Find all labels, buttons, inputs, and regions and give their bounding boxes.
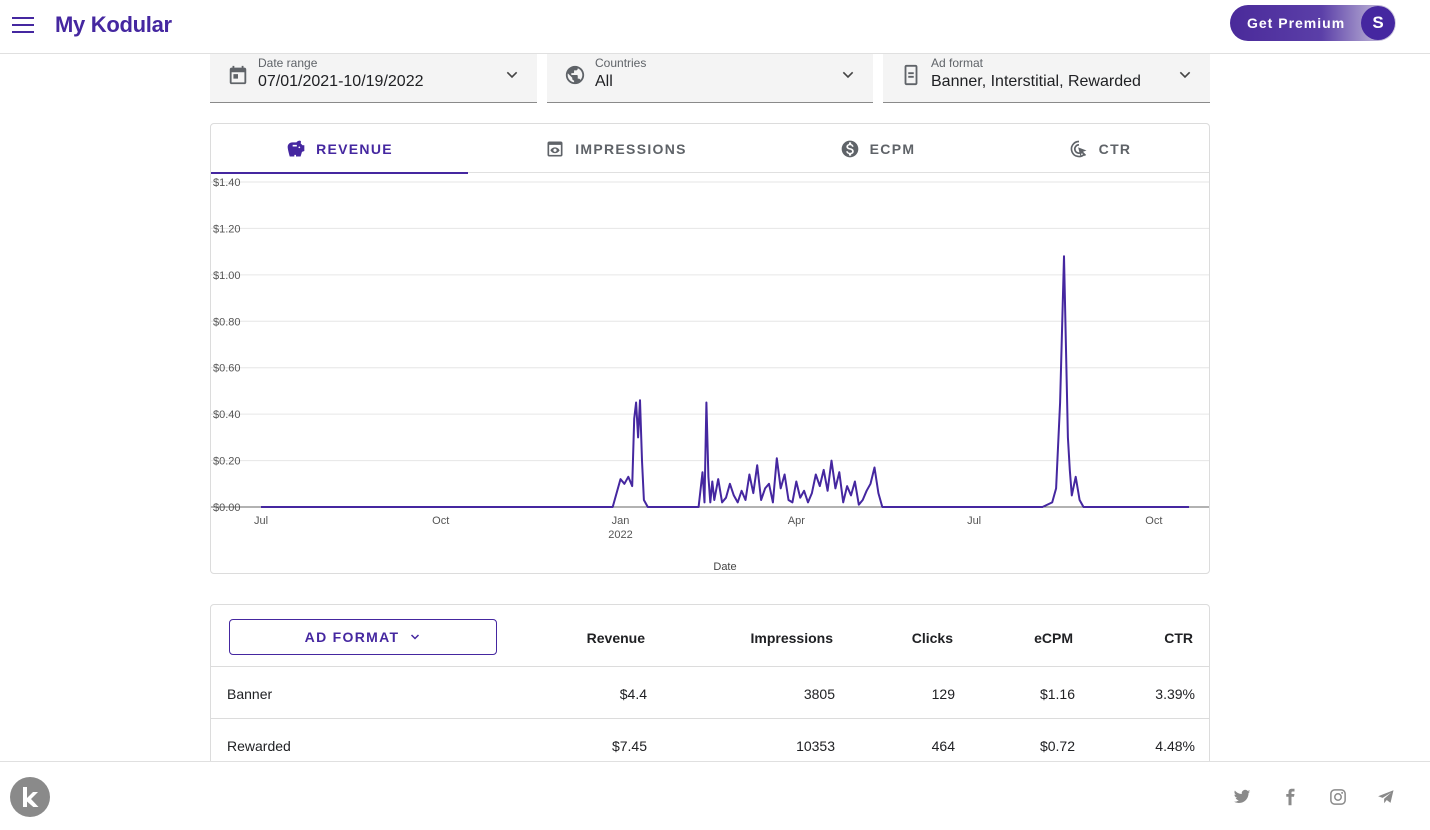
x-tick-label: Oct [1145, 515, 1162, 527]
column-header-impressions[interactable]: Impressions [750, 630, 833, 646]
column-header-revenue[interactable]: Revenue [586, 630, 645, 646]
ad-format-select[interactable]: Ad format Banner, Interstitial, Rewarded [883, 54, 1210, 103]
ad-format-grouping-button[interactable]: AD FORMAT [229, 619, 497, 655]
kodular-k-icon [23, 787, 39, 807]
tab-ctr-label: CTR [1098, 140, 1132, 157]
column-header-ecpm[interactable]: eCPM [1034, 630, 1073, 646]
y-tick-label: $1.20 [213, 223, 241, 235]
row-revenue: $7.45 [611, 738, 647, 754]
tab-revenue-label: REVENUE [316, 140, 393, 157]
row-impressions: 10353 [796, 738, 835, 754]
top-app-bar: My Kodular Get Premium S [0, 0, 1430, 54]
ad-format-icon [904, 64, 918, 86]
cursor-click-icon [1070, 140, 1087, 157]
tab-impressions-label: IMPRESSIONS [575, 140, 687, 157]
telegram-icon[interactable] [1377, 788, 1395, 806]
ad-format-table: AD FORMAT Revenue Impressions Clicks eCP… [210, 604, 1210, 774]
x-tick-label: Jan [612, 515, 630, 527]
active-tab-indicator [211, 172, 468, 174]
countries-label: Countries [595, 56, 647, 70]
column-header-clicks[interactable]: Clicks [911, 630, 953, 646]
footer [0, 761, 1430, 830]
chevron-down-icon [506, 71, 518, 79]
metric-tabs: REVENUE IMPRESSIONS ECPM CTR [211, 124, 1209, 174]
x-tick-label: Jul [967, 515, 981, 527]
calendar-icon [229, 65, 247, 85]
chevron-down-icon [842, 71, 854, 79]
revenue-line-chart: $0.00 $0.20 $0.40 $0.60 $0.80 $1.00 $1.20 $1.40… [211, 177, 1209, 573]
y-tick-label: $0.40 [213, 409, 241, 421]
x-tick-label: Apr [788, 515, 805, 527]
menu-icon[interactable] [10, 12, 36, 38]
row-ctr: 3.39% [1155, 686, 1195, 702]
tab-ctr[interactable]: CTR [991, 124, 1209, 173]
row-clicks: 464 [931, 738, 955, 754]
y-tick-label: $0.00 [213, 502, 241, 514]
row-revenue: $4.4 [619, 686, 647, 702]
row-impressions: 3805 [803, 686, 835, 702]
y-tick-label: $0.20 [213, 456, 241, 468]
y-tick-label: $1.00 [213, 270, 241, 282]
table-row: Banner $4.4 3805 129 $1.16 3.39% [211, 667, 1209, 719]
tab-ecpm-label: ECPM [869, 140, 916, 157]
revenue-series-line [261, 255, 1189, 508]
y-tick-label: $1.40 [213, 177, 241, 189]
date-range-select[interactable]: Date range 07/01/2021-10/19/2022 [210, 54, 537, 103]
ad-format-button-label: AD FORMAT [304, 629, 400, 645]
date-range-label: Date range [258, 56, 318, 70]
app-title[interactable]: My Kodular [55, 12, 172, 37]
eye-icon [547, 141, 563, 156]
row-ad-format: Banner [227, 686, 273, 702]
x-tick-year-label: 2022 [608, 529, 632, 541]
tab-revenue[interactable]: REVENUE [211, 124, 468, 174]
row-ctr: 4.48% [1155, 738, 1195, 754]
avatar[interactable]: S [1361, 6, 1395, 40]
header-divider [211, 666, 1209, 667]
get-premium-button[interactable]: Get Premium S [1230, 5, 1396, 41]
date-range-value: 07/01/2021-10/19/2022 [258, 73, 424, 90]
row-clicks: 129 [931, 686, 955, 702]
row-ad-format: Rewarded [227, 738, 291, 754]
instagram-icon[interactable] [1329, 788, 1347, 806]
tab-ecpm[interactable]: ECPM [764, 124, 991, 173]
globe-icon [565, 65, 585, 85]
x-axis-label: Date [713, 561, 736, 573]
kodular-logo[interactable] [10, 777, 50, 817]
ad-format-label: Ad format [931, 56, 984, 70]
column-header-ctr[interactable]: CTR [1164, 630, 1193, 646]
ad-format-value: Banner, Interstitial, Rewarded [931, 73, 1141, 90]
twitter-icon[interactable] [1233, 788, 1251, 806]
row-ecpm: $1.16 [1039, 686, 1075, 702]
facebook-icon[interactable] [1281, 788, 1299, 806]
chevron-down-icon [1179, 71, 1191, 79]
row-ecpm: $0.72 [1039, 738, 1075, 754]
y-tick-label: $0.80 [213, 316, 241, 328]
chevron-down-icon [411, 634, 420, 640]
y-tick-label: $0.60 [213, 363, 241, 375]
countries-select[interactable]: Countries All [547, 54, 873, 103]
tab-impressions[interactable]: IMPRESSIONS [468, 124, 764, 173]
countries-value: All [595, 73, 613, 90]
dollar-circle-icon [841, 140, 859, 157]
chart-card: REVENUE IMPRESSIONS ECPM CTR $0.00 $0.20 $… [210, 123, 1210, 574]
get-premium-label: Get Premium [1247, 15, 1346, 31]
piggy-bank-icon [287, 140, 305, 156]
x-tick-label: Oct [432, 515, 449, 527]
x-tick-label: Jul [254, 515, 268, 527]
